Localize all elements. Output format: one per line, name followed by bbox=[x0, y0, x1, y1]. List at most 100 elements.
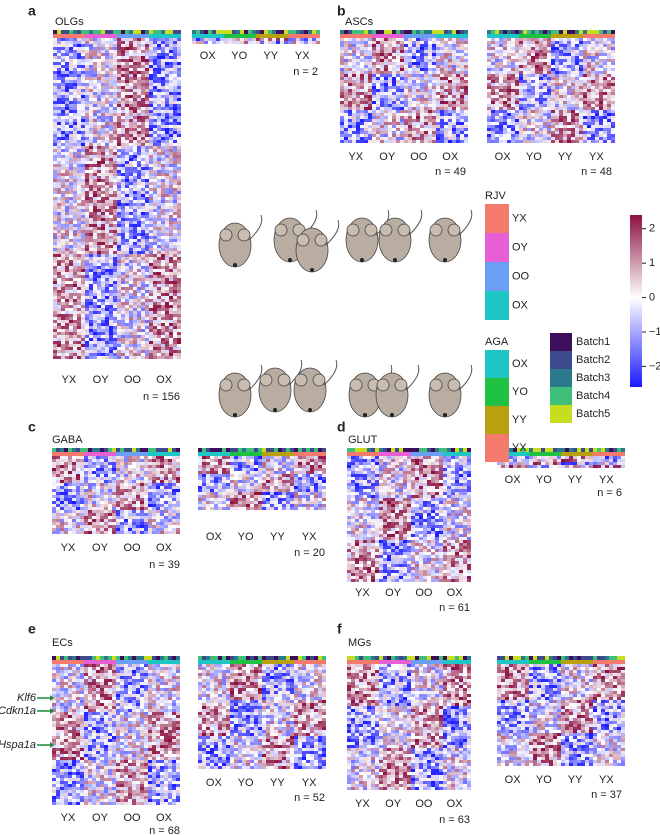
heatmap-cell bbox=[97, 77, 101, 80]
heatmap-cell bbox=[460, 50, 464, 53]
heatmap-cell bbox=[400, 122, 404, 125]
heatmap-cell bbox=[57, 62, 61, 65]
heatmap-cell bbox=[81, 194, 85, 197]
batch-strip bbox=[400, 30, 404, 34]
heatmap-cell bbox=[161, 74, 165, 77]
heatmap-cell bbox=[121, 188, 125, 191]
heatmap-cell bbox=[97, 176, 101, 179]
heatmap-cell bbox=[432, 50, 436, 53]
heatmap-cell bbox=[388, 50, 392, 53]
heatmap-cell bbox=[81, 107, 85, 110]
heatmap-cell bbox=[352, 98, 356, 101]
heatmap-cell bbox=[149, 140, 153, 143]
heatmap-cell bbox=[125, 332, 129, 335]
heatmap-cell bbox=[380, 125, 384, 128]
heatmap-cell bbox=[173, 329, 177, 332]
heatmap-cell bbox=[81, 344, 85, 347]
heatmap-cell bbox=[376, 119, 380, 122]
heatmap-cell bbox=[65, 104, 69, 107]
heatmap-cell bbox=[165, 302, 169, 305]
heatmap-cell bbox=[352, 53, 356, 56]
heatmap-cell bbox=[101, 110, 105, 113]
heatmap-cell bbox=[404, 41, 408, 44]
heatmap-cell bbox=[396, 59, 400, 62]
heatmap-cell bbox=[372, 125, 376, 128]
heatmap-cell bbox=[97, 206, 101, 209]
heatmap-cell bbox=[137, 47, 141, 50]
heatmap-cell bbox=[73, 143, 77, 146]
heatmap-cell bbox=[105, 260, 109, 263]
heatmap-cell bbox=[61, 227, 65, 230]
heatmap-cell bbox=[157, 65, 161, 68]
heatmap-cell bbox=[129, 356, 133, 359]
heatmap-cell bbox=[141, 287, 145, 290]
heatmap-cell bbox=[117, 53, 121, 56]
heatmap-cell bbox=[145, 290, 149, 293]
heatmap-cell bbox=[77, 320, 81, 323]
heatmap-cell bbox=[153, 95, 157, 98]
heatmap-cell bbox=[97, 317, 101, 320]
heatmap-cell bbox=[153, 302, 157, 305]
heatmap-cell bbox=[157, 194, 161, 197]
heatmap-cell bbox=[400, 65, 404, 68]
heatmap-cell bbox=[503, 41, 507, 44]
heatmap-cell bbox=[73, 215, 77, 218]
heatmap-cell bbox=[420, 41, 424, 44]
heatmap-cell bbox=[65, 230, 69, 233]
heatmap-cell bbox=[149, 77, 153, 80]
heatmap-cell bbox=[348, 101, 352, 104]
heatmap-cell bbox=[129, 161, 133, 164]
heatmap-cell bbox=[137, 194, 141, 197]
heatmap-cell bbox=[169, 269, 173, 272]
heatmap-cell bbox=[133, 173, 137, 176]
group-strip bbox=[61, 34, 65, 38]
heatmap-cell bbox=[69, 284, 73, 287]
heatmap-cell bbox=[177, 320, 181, 323]
heatmap-cell bbox=[460, 59, 464, 62]
heatmap-cell bbox=[348, 92, 352, 95]
heatmap-cell bbox=[204, 38, 208, 41]
heatmap-cell bbox=[145, 194, 149, 197]
heatmap-cell bbox=[57, 134, 61, 137]
heatmap-cell bbox=[137, 317, 141, 320]
heatmap-cell bbox=[81, 92, 85, 95]
batch-strip bbox=[591, 30, 595, 34]
heatmap-cell bbox=[77, 206, 81, 209]
heatmap-cell bbox=[284, 38, 288, 41]
heatmap-cell bbox=[61, 278, 65, 281]
heatmap-cell bbox=[503, 38, 507, 41]
heatmap-cell bbox=[456, 47, 460, 50]
heatmap-cell bbox=[161, 62, 165, 65]
heatmap-cell bbox=[149, 350, 153, 353]
heatmap-cell bbox=[344, 119, 348, 122]
heatmap-cell bbox=[460, 65, 464, 68]
heatmap-cell bbox=[133, 212, 137, 215]
heatmap-cell bbox=[432, 86, 436, 89]
heatmap-cell bbox=[81, 329, 85, 332]
heatmap-cell bbox=[101, 158, 105, 161]
heatmap-cell bbox=[133, 281, 137, 284]
heatmap-cell bbox=[53, 68, 57, 71]
batch-strip bbox=[268, 30, 272, 34]
heatmap-cell bbox=[364, 47, 368, 50]
heatmap-cell bbox=[173, 341, 177, 344]
group-strip bbox=[276, 34, 280, 38]
heatmap-cell bbox=[392, 104, 396, 107]
heatmap-cell bbox=[105, 215, 109, 218]
heatmap-cell bbox=[464, 53, 468, 56]
heatmap-cell bbox=[344, 101, 348, 104]
heatmap-cell bbox=[129, 236, 133, 239]
heatmap-cell bbox=[141, 248, 145, 251]
heatmap-cell bbox=[61, 158, 65, 161]
heatmap-cell bbox=[392, 98, 396, 101]
heatmap-cell bbox=[177, 176, 181, 179]
colorbar bbox=[630, 215, 642, 387]
heatmap-cell bbox=[380, 122, 384, 125]
heatmap-cell bbox=[113, 257, 117, 260]
heatmap-cell bbox=[129, 143, 133, 146]
heatmap-cell bbox=[53, 230, 57, 233]
heatmap-cell bbox=[173, 326, 177, 329]
heatmap-cell bbox=[464, 41, 468, 44]
heatmap-cell bbox=[157, 206, 161, 209]
heatmap-cell bbox=[137, 122, 141, 125]
